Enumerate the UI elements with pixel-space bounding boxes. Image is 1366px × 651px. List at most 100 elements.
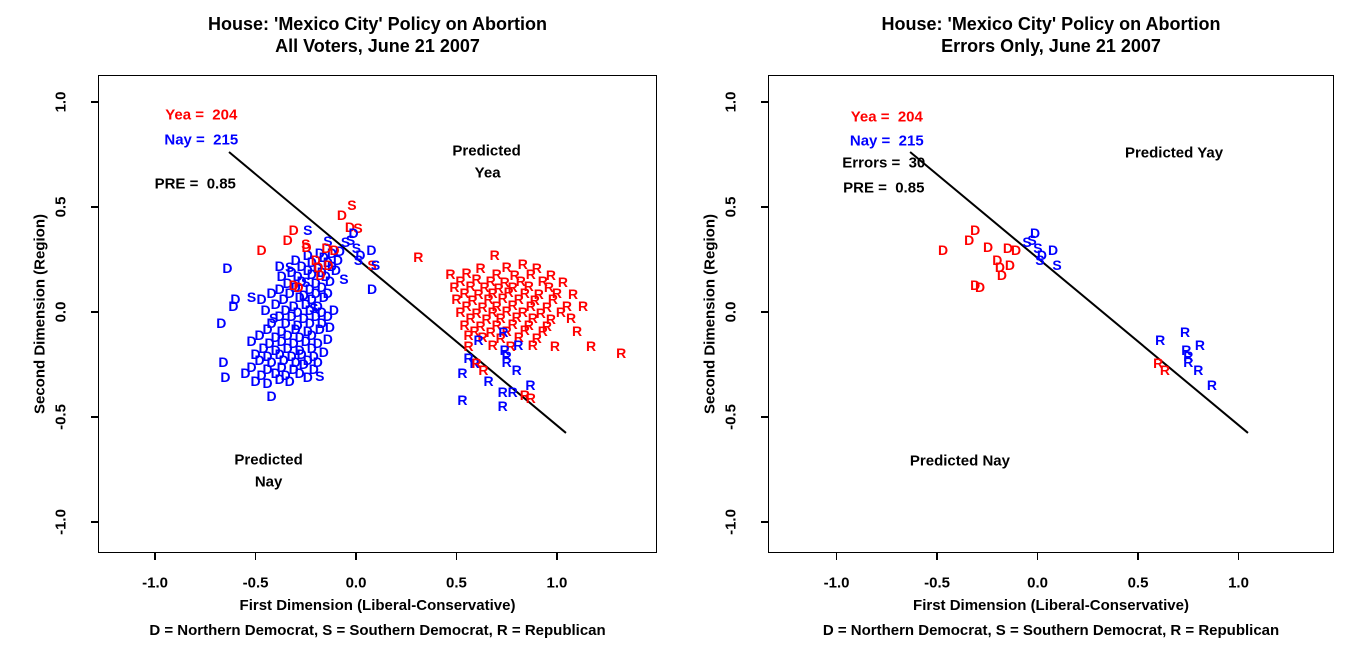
vote-point: D [296, 272, 307, 289]
vote-point: D [310, 285, 321, 302]
x-tick-mark [154, 553, 156, 560]
vote-point: D [1010, 242, 1022, 259]
vote-point: D [330, 262, 341, 279]
vote-point: R [459, 316, 470, 333]
vote-point: R [473, 331, 484, 348]
vote-point: D [262, 348, 273, 365]
stat-line: Nay = 215 [164, 131, 239, 149]
vote-point: R [511, 309, 522, 326]
vote-point: R [467, 292, 478, 309]
vote-point: R [561, 297, 573, 314]
vote-point: D [1030, 225, 1041, 242]
vote-point: D [294, 289, 305, 306]
stat-line: Nay = 215 [849, 132, 924, 150]
vote-point: D [302, 247, 313, 264]
vote-point: S [351, 239, 362, 256]
vote-point: R [445, 266, 456, 283]
y-tick-label: -1.0 [52, 508, 70, 535]
vote-point: R [457, 392, 468, 409]
vote-point: R [495, 330, 506, 347]
vote-point: D [276, 268, 287, 285]
vote-point: D [336, 207, 347, 224]
vote-point: R [525, 297, 536, 314]
vote-point: R [519, 285, 530, 302]
vote-point: R [517, 255, 528, 272]
vote-point: R [471, 305, 482, 322]
vote-point: R [477, 329, 488, 346]
stat-line: Yea = 204 [850, 108, 923, 126]
x-tick-mark [835, 553, 838, 560]
x-tick-mark [355, 553, 357, 560]
vote-point: R [463, 327, 474, 344]
vote-point: R [551, 285, 562, 302]
vote-point: D [260, 301, 271, 318]
vote-point: D [282, 339, 293, 356]
vote-point: R [1159, 361, 1171, 378]
vote-point: D [312, 354, 323, 371]
vote-point: R [547, 291, 558, 308]
stat-line: Errors = 30 [842, 154, 926, 172]
vote-point: D [298, 310, 309, 327]
prediction-label: Predicted Yay [1124, 144, 1224, 162]
vote-point: S [309, 299, 319, 316]
vote-point: R [413, 249, 424, 266]
vote-point: D [326, 257, 337, 274]
y-tick-label: 1.0 [52, 91, 70, 113]
vote-point: D [282, 327, 293, 344]
vote-point: D [367, 280, 378, 297]
x-tick-label: 1.0 [1228, 574, 1249, 592]
vote-point: D [312, 297, 323, 314]
y-tick-label: 0.0 [722, 301, 740, 323]
vote-point: D [314, 320, 325, 337]
vote-point: D [280, 366, 291, 383]
y-tick-label: 0.5 [52, 196, 70, 218]
vote-point: R [498, 323, 509, 340]
vote-point: R [455, 304, 466, 320]
vote-point: S [303, 222, 313, 239]
vote-point: D [266, 314, 277, 331]
vote-point: S [367, 256, 377, 273]
x-tick-mark [556, 553, 558, 560]
x-tick-label: 1.0 [546, 574, 568, 592]
vote-point: D [324, 318, 335, 335]
y-tick-mark [761, 206, 768, 208]
vote-point: R [497, 290, 508, 307]
vote-point: D [300, 333, 311, 350]
vote-point: D [292, 268, 303, 285]
vote-point: S [353, 251, 364, 268]
x-tick-label: -0.5 [924, 574, 950, 592]
vote-point: D [280, 301, 291, 318]
vote-point: D [316, 314, 327, 331]
vote-point: D [266, 387, 277, 404]
vote-point: D [318, 289, 329, 306]
vote-point: R [537, 272, 548, 289]
vote-point: D [274, 371, 285, 388]
vote-point: S [285, 258, 295, 275]
vote-point: R [507, 315, 518, 332]
vote-point: R [499, 273, 510, 290]
vote-point: D [230, 291, 241, 308]
vote-point: D [293, 279, 304, 296]
y-tick-label: 1.0 [722, 91, 740, 113]
vote-point: D [329, 242, 340, 259]
vote-point: R [1183, 348, 1194, 365]
vote-point: D [304, 301, 315, 318]
vote-point: D [992, 251, 1003, 268]
vote-point: D [280, 314, 291, 331]
vote-point: R [565, 310, 577, 327]
vote-point: R [449, 278, 460, 295]
vote-point: D [256, 291, 267, 308]
vote-point: D [250, 345, 261, 362]
vote-point: R [519, 386, 530, 403]
vote-point: D [316, 264, 327, 281]
vote-point: R [501, 302, 512, 319]
vote-point: D [220, 369, 231, 386]
vote-point: R [487, 336, 498, 353]
vote-point: R [523, 316, 534, 333]
panel0-y-axis-title: Second Dimension (Region) [31, 213, 49, 415]
vote-point: D [262, 320, 273, 337]
vote-point: D [312, 335, 323, 352]
vote-point: D [313, 259, 324, 276]
vote-point: D [286, 264, 297, 281]
vote-point: D [1004, 256, 1016, 273]
